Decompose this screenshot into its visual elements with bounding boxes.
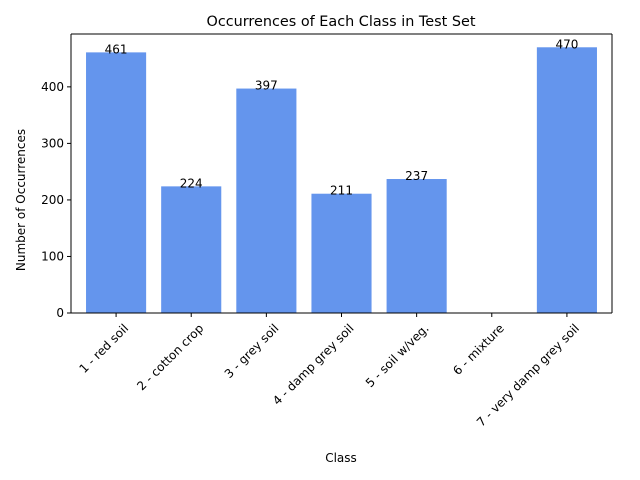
bar-4 (311, 193, 372, 313)
bar-2 (161, 186, 222, 313)
y-axis: 0 100 200 300 400 (41, 80, 71, 320)
bar-value-label: 461 (105, 42, 128, 56)
y-axis-label: Number of Occurrences (14, 129, 28, 271)
y-tick-label: 200 (41, 193, 64, 207)
bar-value-label: 224 (180, 176, 203, 190)
bar-3 (236, 88, 297, 313)
bar-7 (536, 47, 597, 314)
chart-title: Occurrences of Each Class in Test Set (207, 14, 476, 30)
bar-value-label: 211 (330, 184, 353, 198)
bar-5 (386, 179, 447, 313)
y-tick-label: 300 (41, 136, 64, 150)
bar-value-label: 470 (555, 37, 578, 51)
data-labels-group: 461 224 397 211 237 470 (105, 37, 579, 197)
bar-value-label: 397 (255, 79, 278, 93)
y-tick-label: 0 (56, 306, 64, 320)
y-tick-label: 400 (41, 80, 64, 94)
bar-1 (86, 52, 147, 313)
x-axis-label: Class (325, 451, 357, 465)
bars-group (86, 47, 597, 314)
bar-value-label: 237 (405, 169, 428, 183)
y-tick-label: 100 (41, 249, 64, 263)
